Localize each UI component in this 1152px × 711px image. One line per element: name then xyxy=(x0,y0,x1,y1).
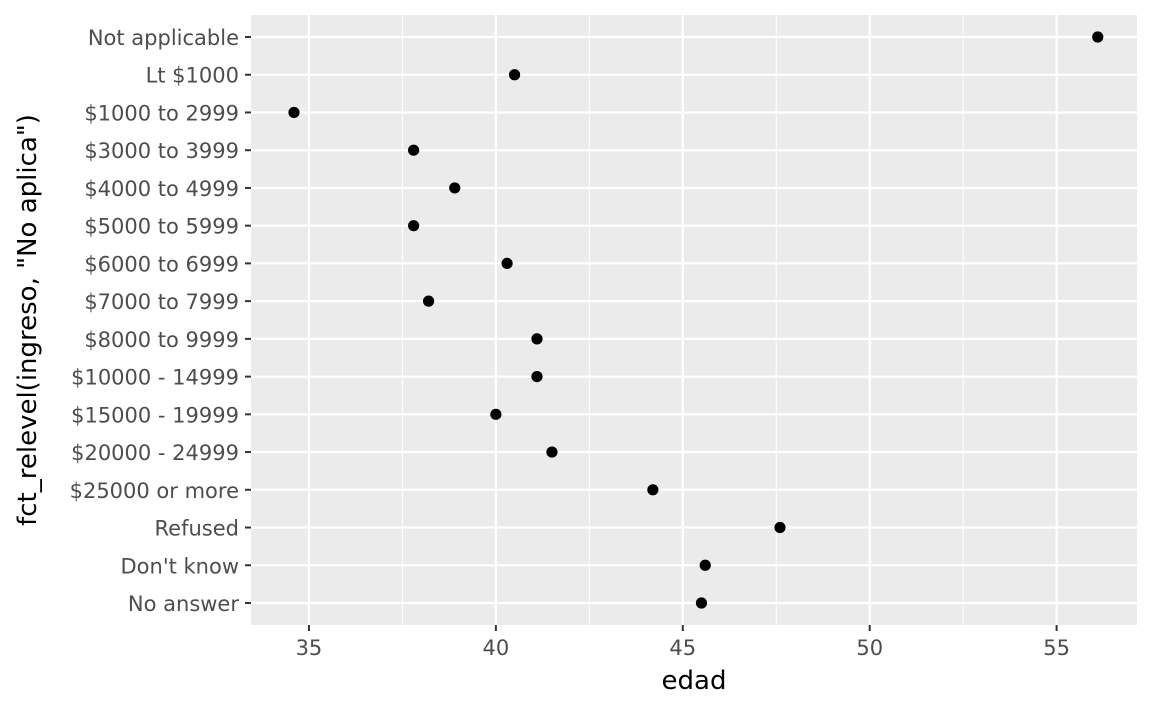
data-point xyxy=(531,370,543,383)
x-tick-label: 45 xyxy=(669,636,696,660)
x-tick-label: 40 xyxy=(482,636,509,660)
y-tick-label: $10000 - 14999 xyxy=(71,366,239,390)
y-tick-label: $7000 to 7999 xyxy=(84,290,239,314)
data-point xyxy=(531,333,543,345)
data-points xyxy=(288,31,1104,609)
y-tick-label: $15000 - 19999 xyxy=(71,403,239,427)
y-tick-label: $1000 to 2999 xyxy=(84,101,239,125)
y-axis: Not applicable Lt $1000 $1000 to 2999 $3000… xyxy=(70,26,251,616)
y-tick-label: Not applicable xyxy=(88,26,239,50)
data-point xyxy=(508,69,521,81)
plot-panel xyxy=(251,15,1137,625)
y-tick-label: $20000 - 24999 xyxy=(71,441,239,465)
y-tick-label: $8000 to 9999 xyxy=(84,328,239,352)
data-point xyxy=(408,220,420,232)
data-point xyxy=(546,446,558,458)
x-axis: 35 40 45 50 55 xyxy=(296,625,1070,660)
y-tick-label: $3000 to 3999 xyxy=(84,139,239,163)
y-tick-label: Don't know xyxy=(120,554,239,578)
data-point xyxy=(490,408,502,420)
x-tick-label: 55 xyxy=(1043,636,1070,660)
data-point xyxy=(422,295,435,307)
y-axis-title: fct_relevel(ingreso, "No aplica") xyxy=(13,114,43,526)
data-point xyxy=(288,106,300,119)
data-point xyxy=(774,521,786,534)
data-point xyxy=(408,144,420,156)
y-tick-label: $6000 to 6999 xyxy=(84,252,239,276)
y-tick-label: $4000 to 4999 xyxy=(84,177,239,201)
data-point xyxy=(449,182,461,194)
data-point xyxy=(1092,31,1104,43)
major-grid xyxy=(251,15,1137,625)
y-tick-label: No answer xyxy=(128,592,239,616)
y-tick-label: $25000 or more xyxy=(70,479,239,503)
y-tick-label: Lt $1000 xyxy=(146,64,239,88)
minor-grid xyxy=(401,15,964,625)
y-tick-label: Refused xyxy=(155,517,239,541)
data-point xyxy=(699,559,711,571)
data-point xyxy=(501,257,513,269)
x-tick-label: 35 xyxy=(296,636,323,660)
x-axis-title: edad xyxy=(662,666,727,696)
data-point xyxy=(647,484,659,496)
x-tick-label: 50 xyxy=(856,636,883,660)
y-tick-label: $5000 to 5999 xyxy=(84,215,239,239)
data-point xyxy=(695,597,708,609)
